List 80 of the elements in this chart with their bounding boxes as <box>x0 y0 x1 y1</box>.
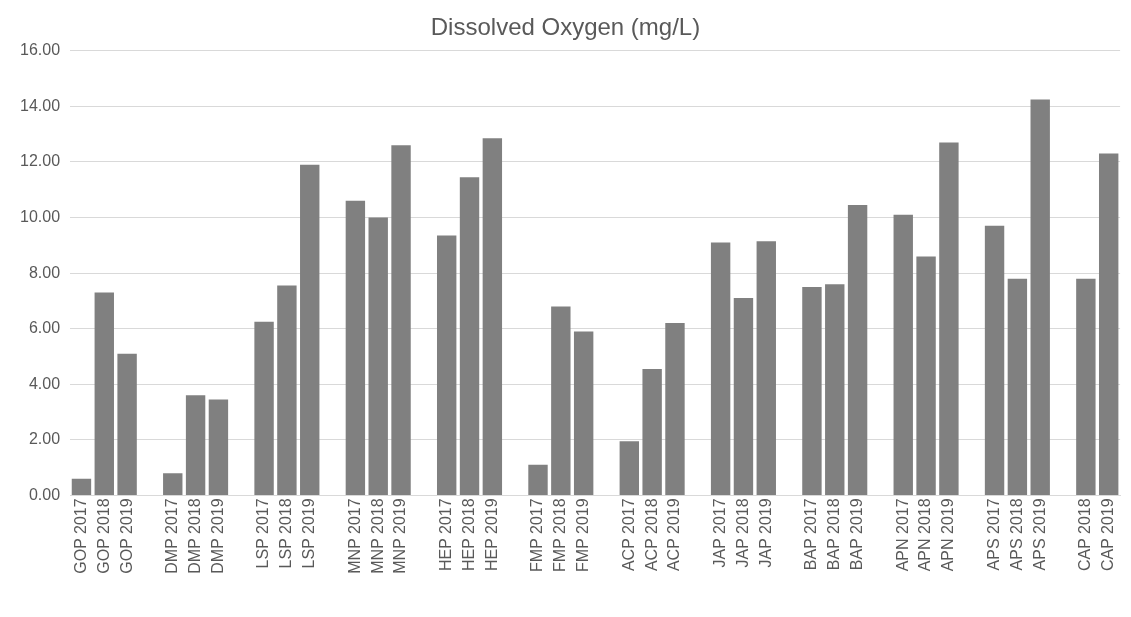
bar <box>642 368 662 495</box>
bar <box>482 138 503 495</box>
x-tick-label: APN 2019 <box>939 498 957 572</box>
x-tick-label: CAP 2019 <box>1099 498 1117 572</box>
x-tick-label: ACP 2019 <box>665 498 683 572</box>
x-tick-label: BAP 2018 <box>825 498 843 571</box>
x-tick-label: ACP 2017 <box>619 498 637 572</box>
bar <box>916 256 936 495</box>
x-tick-label: MNP 2018 <box>368 498 386 574</box>
bar <box>984 225 1005 495</box>
bar <box>551 306 571 495</box>
bar <box>1007 278 1028 495</box>
x-tick-label: JAP 2018 <box>733 498 751 568</box>
x-tick-label: DMP 2017 <box>163 498 181 574</box>
x-tick-label: HEP 2018 <box>459 498 477 572</box>
x-tick-label: GOP 2018 <box>94 498 112 574</box>
x-tick-label: ACP 2018 <box>642 498 660 572</box>
y-tick-label: 16.00 <box>19 41 61 59</box>
y-tick-label: 8.00 <box>28 263 61 281</box>
x-tick-label: LSP 2019 <box>300 498 318 569</box>
x-tick-label: APS 2018 <box>1007 498 1025 571</box>
bar <box>94 292 114 495</box>
x-tick-label: APN 2018 <box>916 498 934 572</box>
bar <box>277 285 297 495</box>
bar <box>939 142 959 495</box>
bar <box>1098 153 1119 495</box>
bar <box>391 145 411 495</box>
x-tick-label: HEP 2017 <box>437 498 455 572</box>
y-tick-label: 6.00 <box>28 319 61 337</box>
x-tick-label: HEP 2019 <box>482 498 500 572</box>
y-tick-label: 0.00 <box>28 485 61 503</box>
bar <box>185 395 206 495</box>
bar <box>368 217 388 495</box>
x-tick-label: LSP 2017 <box>254 498 272 569</box>
bar <box>345 200 366 495</box>
bar <box>300 164 320 495</box>
x-tick-label: FMP 2017 <box>528 498 546 572</box>
bar <box>117 353 137 495</box>
bar <box>436 235 457 495</box>
x-tick-label: MNP 2017 <box>345 498 363 574</box>
x-tick-label: MNP 2019 <box>391 498 409 574</box>
y-tick-label: 2.00 <box>28 430 61 448</box>
x-tick-label: BAP 2017 <box>802 498 820 571</box>
x-tick-label: LSP 2018 <box>277 498 295 569</box>
x-tick-label: JAP 2019 <box>756 498 774 568</box>
y-tick-label: 10.00 <box>19 207 61 225</box>
x-tick-label: APS 2017 <box>984 498 1002 571</box>
bar <box>802 286 822 495</box>
x-tick-label: BAP 2019 <box>847 498 865 571</box>
chart-title: Dissolved Oxygen (mg/L) <box>430 13 701 41</box>
y-tick-label: 14.00 <box>19 96 61 114</box>
bar <box>459 177 480 495</box>
bar <box>847 205 868 495</box>
x-tick-label: DMP 2019 <box>208 498 226 574</box>
bar <box>710 242 731 495</box>
bar <box>528 464 548 495</box>
bar <box>756 241 776 495</box>
bar <box>163 473 183 495</box>
x-tick-label: APS 2019 <box>1030 498 1048 571</box>
x-tick-label: DMP 2018 <box>186 498 203 574</box>
x-tick-label: APN 2017 <box>893 498 911 572</box>
y-tick-label: 12.00 <box>19 152 61 170</box>
bar <box>619 441 640 495</box>
x-tick-label: FMP 2018 <box>551 498 569 572</box>
bar <box>1076 278 1096 495</box>
x-tick-label: GOP 2017 <box>71 498 89 574</box>
bar <box>254 321 274 495</box>
bar <box>825 284 845 495</box>
bar <box>893 214 913 495</box>
x-tick-label: GOP 2019 <box>117 498 135 574</box>
bar <box>665 323 685 495</box>
x-tick-label: JAP 2017 <box>711 498 729 568</box>
bar <box>208 399 229 495</box>
bar <box>1030 99 1050 495</box>
x-tick-label: CAP 2018 <box>1076 498 1094 572</box>
bar <box>733 298 754 495</box>
y-tick-label: 4.00 <box>28 374 61 392</box>
x-tick-label: FMP 2019 <box>574 498 592 572</box>
bar <box>573 331 594 495</box>
bar <box>71 478 92 495</box>
